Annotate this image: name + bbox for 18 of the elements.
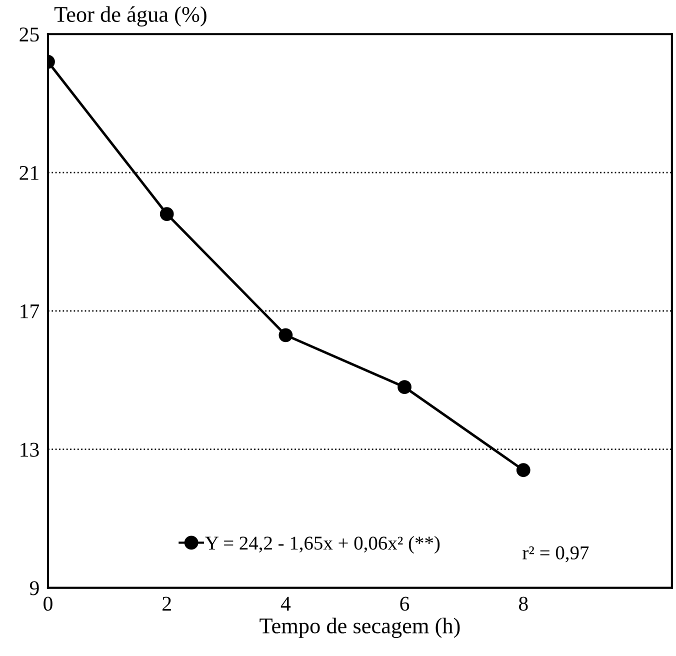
point [398,380,412,394]
point [160,207,174,221]
x-tick-label: 6 [400,596,410,611]
annotation: r² = 0,97 [522,546,589,562]
x-axis-title: Tempo de secagem (h) [260,618,460,638]
point [278,328,293,342]
y-axis-title: Teor de água (%) [54,6,206,27]
y-tick-label: 13 [20,442,39,457]
point [516,463,530,478]
x-tick-label: 2 [162,596,171,611]
y-tick-label: 17 [20,304,40,318]
x-tick-label: 4 [280,596,291,611]
legend-label: Y = 24,2 - 1,65x + 0,06x² (**) [205,536,440,554]
y-tick-label: 21 [20,166,38,180]
x-tick-label: 8 [518,596,528,611]
y-tick-label: 25 [20,28,39,42]
x-tick-label: 0 [44,596,52,611]
y-tick-label: 9 [30,581,39,596]
